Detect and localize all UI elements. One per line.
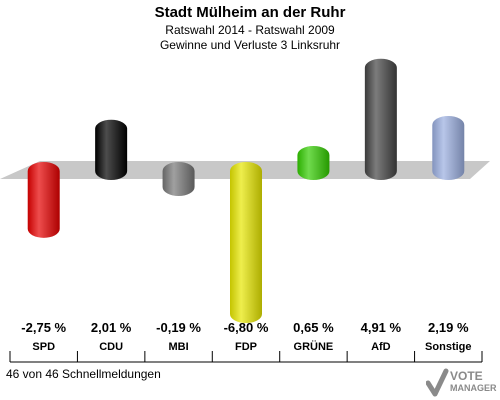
checkmark-icon (426, 368, 449, 397)
bar-spd (27, 162, 60, 238)
chart-title: Stadt Mülheim an der Ruhr (154, 4, 346, 21)
value-label: -0,19 % (156, 320, 201, 335)
vote-manager-logo: VOTE MANAGER (426, 368, 497, 397)
value-label: -6,80 % (224, 320, 269, 335)
chart-subtitle-2: Gewinne und Verluste 3 Linksruhr (159, 38, 341, 52)
logo-text-vote: VOTE (450, 369, 483, 383)
category-label: FDP (235, 341, 257, 353)
chart-subtitle-1: Ratswahl 2014 - Ratswahl 2009 (165, 23, 335, 37)
bar-afd (364, 58, 397, 180)
bars-group (27, 58, 465, 323)
bar-cdu (95, 119, 128, 180)
category-label: CDU (99, 341, 123, 353)
category-label: AfD (371, 341, 391, 353)
footer-text: 46 von 46 Schnellmeldungen (6, 367, 161, 381)
bar-sonstige (432, 115, 465, 180)
logo-text-manager: MANAGER (450, 383, 497, 393)
bar-fdp (230, 162, 262, 323)
category-label: MBI (168, 341, 188, 353)
category-axis: SPD CDU MBI FDP GRÜNE AfD Sonstige (9, 340, 483, 363)
category-label: GRÜNE (294, 340, 334, 353)
value-label: 2,19 % (428, 320, 469, 335)
category-label: Sonstige (425, 341, 471, 353)
value-labels-group: -2,75 % 2,01 % -0,19 % -6,80 % 0,65 % 4,91 % 2… (21, 320, 469, 335)
value-label: 4,91 % (361, 320, 402, 335)
bar-mbi (162, 162, 195, 196)
category-label: SPD (32, 341, 55, 353)
value-label: 0,65 % (293, 320, 334, 335)
value-label: 2,01 % (91, 320, 132, 335)
value-label: -2,75 % (21, 320, 66, 335)
bar-grüne (297, 146, 330, 180)
